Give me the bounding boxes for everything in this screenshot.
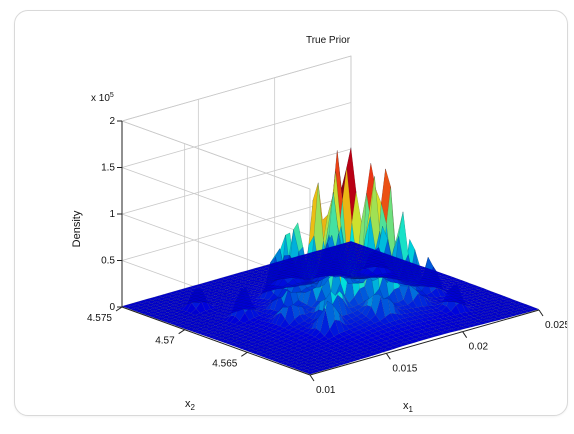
x1-tick-label: 0.015 bbox=[392, 363, 417, 374]
x1-tick-label: 0.025 bbox=[545, 320, 567, 331]
x1-tick bbox=[385, 353, 391, 360]
x-axis-label: x1 bbox=[403, 400, 414, 414]
chart-title: True Prior bbox=[306, 35, 351, 46]
x2-tick-label: 4.565 bbox=[212, 358, 237, 369]
z-tick-label: 1 bbox=[109, 209, 115, 220]
z-tick-label: 0 bbox=[109, 302, 115, 313]
x1-tick bbox=[462, 331, 468, 338]
x2-tick-label: 4.57 bbox=[155, 336, 175, 347]
y-axis-label: x2 bbox=[185, 398, 196, 412]
z-tick-label: 0.5 bbox=[101, 256, 115, 267]
x1-tick-label: 0.01 bbox=[316, 385, 336, 396]
x2-tick-label: 4.575 bbox=[87, 313, 112, 324]
z-tick-label: 1.5 bbox=[101, 163, 115, 174]
x1-tick bbox=[309, 374, 315, 382]
x1-tick bbox=[538, 309, 544, 317]
surface-patch bbox=[345, 241, 356, 245]
x2-tick bbox=[178, 329, 185, 335]
x2-tick bbox=[241, 351, 248, 357]
x1-tick-label: 0.02 bbox=[469, 342, 489, 353]
gridline bbox=[120, 55, 352, 190]
z-axis-label: Density bbox=[71, 210, 83, 247]
z-tick-label: 2 bbox=[109, 116, 115, 127]
x2-axis-line bbox=[121, 306, 311, 376]
x1-axis-line bbox=[309, 309, 540, 376]
surface-mesh bbox=[121, 147, 540, 375]
z-exponent-label: x 105 bbox=[91, 92, 114, 104]
x2-tick bbox=[115, 306, 123, 312]
